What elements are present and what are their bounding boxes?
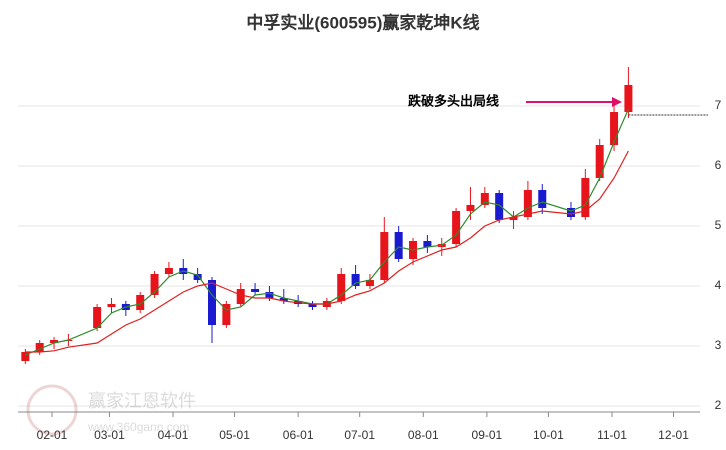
- y-tick-label: 6: [715, 158, 722, 172]
- candle-body: [208, 280, 216, 325]
- annotation: 跌破多头出局线: [408, 93, 499, 108]
- y-tick-label: 5: [715, 218, 722, 232]
- watermark-text: 赢家江恩软件: [88, 390, 196, 411]
- x-tick-label: 11-01: [597, 428, 627, 442]
- candle-body: [394, 232, 403, 259]
- moving-average: [25, 150, 629, 353]
- y-tick-label: 4: [715, 278, 722, 292]
- candle-body: [423, 241, 432, 247]
- candle-body: [164, 268, 173, 274]
- candle-body: [480, 193, 489, 205]
- moving-average: [25, 108, 629, 356]
- candle-body: [624, 85, 633, 112]
- candle-body: [251, 289, 260, 292]
- candle-body: [566, 208, 575, 217]
- x-tick-label: 06-01: [283, 428, 314, 442]
- y-tick-label: 7: [715, 98, 722, 112]
- candle-body: [452, 211, 461, 244]
- candle-body: [107, 304, 116, 307]
- x-tick-label: 02-01: [37, 428, 68, 442]
- candle-body: [581, 178, 590, 217]
- watermark-url: www.360gann.com: [87, 420, 189, 434]
- candle-body: [50, 340, 59, 343]
- candle-body: [351, 274, 360, 286]
- candle-body: [279, 298, 288, 301]
- candle-body: [136, 295, 145, 310]
- candle-body: [222, 304, 231, 325]
- candle-body: [380, 232, 389, 280]
- x-tick-label: 08-01: [408, 428, 439, 442]
- chart-title: 中孚实业(600595)赢家乾坤K线: [246, 12, 479, 32]
- x-tick-label: 05-01: [219, 428, 250, 442]
- x-tick-label: 12-01: [658, 428, 689, 442]
- candle-body: [308, 304, 317, 307]
- candle-body: [265, 292, 274, 298]
- x-tick-label: 03-01: [94, 428, 125, 442]
- candle-body: [150, 274, 159, 295]
- y-tick-label: 3: [715, 338, 722, 352]
- candle-body: [93, 307, 102, 328]
- x-tick-label: 10-01: [533, 428, 564, 442]
- candle-body: [538, 190, 547, 208]
- candle-body: [236, 289, 245, 304]
- candle-body: [337, 274, 346, 301]
- x-tick-label: 09-01: [472, 428, 503, 442]
- candle-body: [466, 205, 475, 211]
- candle-body: [193, 274, 202, 280]
- candle-body: [610, 112, 619, 145]
- candle-body: [495, 193, 504, 220]
- candle-body: [365, 280, 374, 286]
- y-tick-label: 2: [715, 398, 722, 412]
- candle-body: [523, 190, 532, 217]
- candle-body: [509, 217, 518, 220]
- x-tick-label: 04-01: [158, 428, 189, 442]
- watermark: 赢家江恩软件 www.360gann.com: [26, 384, 196, 436]
- candle-body: [35, 343, 44, 352]
- candle-body: [21, 352, 30, 361]
- watermark-logo: [26, 384, 78, 436]
- candle-body: [595, 145, 604, 178]
- x-tick-label: 07-01: [344, 428, 375, 442]
